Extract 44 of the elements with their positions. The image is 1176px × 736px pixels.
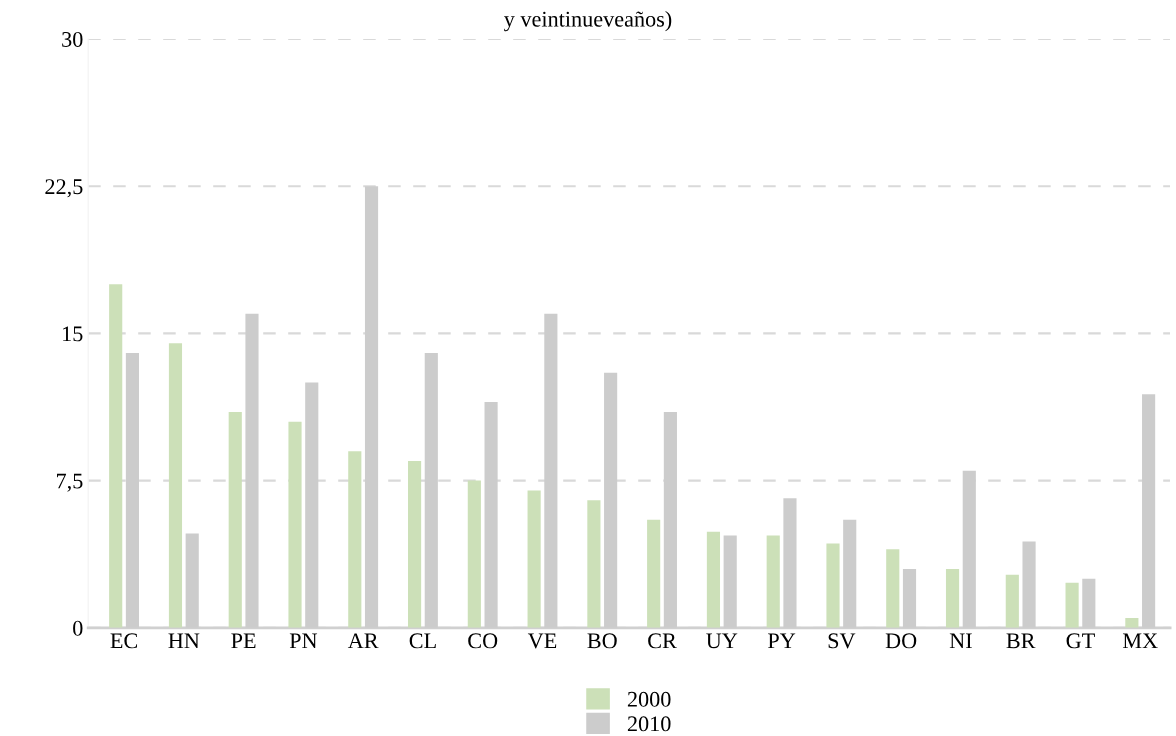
bar: [109, 284, 123, 628]
legend-label: 2010: [627, 716, 671, 732]
x-tick-label: BR: [1006, 633, 1036, 649]
bar: [766, 535, 780, 628]
bar: [1125, 617, 1139, 628]
bar: [945, 568, 960, 628]
bar: [826, 543, 840, 628]
x-tick-label: PE: [231, 633, 256, 649]
x-tick-label: NI: [949, 633, 972, 649]
x-tick-label: PY: [768, 633, 796, 649]
x-tick-label: MX: [1122, 633, 1158, 649]
y-tick-label: 7,5: [57, 473, 83, 492]
x-tick-label: CR: [648, 633, 677, 649]
x-tick-label: VE: [527, 633, 557, 649]
x-tick-label: EC: [110, 633, 138, 649]
x-tick-label: AR: [347, 633, 379, 649]
bar: [1005, 574, 1019, 628]
y-tick-label: 22,5: [45, 179, 83, 198]
bar: [706, 531, 721, 628]
x-tick-label: SV: [828, 633, 856, 649]
bar: [168, 343, 183, 628]
x-tick-label: DO: [885, 633, 917, 649]
x-tick-label: CO: [468, 633, 498, 649]
bar: [348, 451, 362, 628]
bar: [467, 480, 481, 628]
bar: [228, 411, 242, 628]
legend-label: 2000: [627, 691, 671, 707]
bar: [1065, 582, 1079, 628]
y-tick-label: 0: [73, 620, 83, 636]
x-tick-label: CL: [409, 633, 436, 649]
bar: [886, 549, 900, 628]
bar: [647, 519, 661, 628]
x-tick-label: HN: [168, 633, 200, 649]
bar: [407, 460, 422, 628]
bar: [288, 421, 302, 628]
x-tick-label: PN: [289, 633, 318, 649]
bar: [587, 500, 601, 628]
x-tick-label: BO: [587, 633, 617, 649]
y-tick-label: 30: [62, 31, 83, 47]
y-tick-label: 15: [63, 326, 83, 342]
x-tick-label: UY: [706, 633, 738, 649]
bar: [527, 490, 541, 628]
x-tick-label: GT: [1066, 633, 1095, 649]
chart-title: y veintinueveaños): [504, 11, 672, 32]
